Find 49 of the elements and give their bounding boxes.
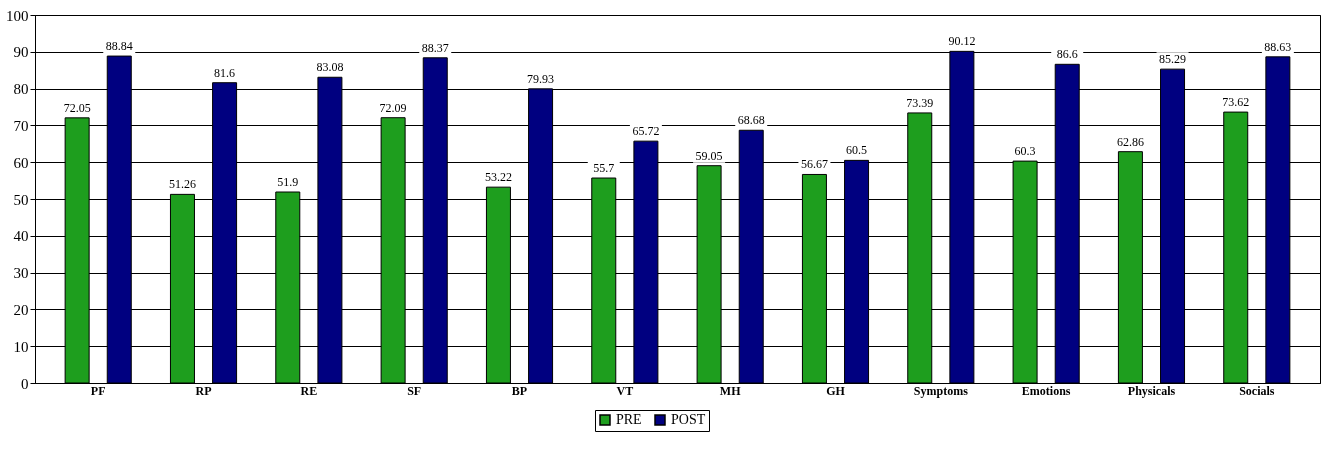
x-tick-label: GH <box>826 383 846 398</box>
y-tick-label: 30 <box>13 265 29 282</box>
data-label: 85.29 <box>1159 52 1187 67</box>
y-tick-label: 70 <box>13 117 29 134</box>
data-label: 81.6 <box>214 65 236 80</box>
x-tick-label: Emotions <box>1021 383 1071 398</box>
y-tick-label: 100 <box>6 7 29 24</box>
x-tick-label: SF <box>407 383 422 398</box>
y-tick-label: 40 <box>13 228 29 245</box>
x-tick-label: PF <box>90 383 106 398</box>
legend-label: POST <box>671 412 706 427</box>
data-label: 83.08 <box>316 60 344 75</box>
data-label: 65.72 <box>632 124 660 139</box>
data-label: 73.39 <box>906 95 934 110</box>
data-label: 73.62 <box>1222 95 1250 110</box>
data-label: 60.5 <box>846 143 868 158</box>
data-label: 72.09 <box>379 100 407 115</box>
y-tick-label: 80 <box>13 81 29 98</box>
data-label: 55.7 <box>593 161 615 176</box>
y-tick-label: 90 <box>13 44 29 61</box>
x-tick-label: MH <box>719 383 742 398</box>
data-label: 62.86 <box>1116 134 1144 149</box>
x-tick-label: RP <box>195 383 212 398</box>
data-label: 51.26 <box>168 177 196 192</box>
y-tick-label: 20 <box>13 301 29 318</box>
data-label: 56.67 <box>800 157 828 172</box>
data-label: 79.93 <box>527 71 555 86</box>
data-label: 60.3 <box>1014 144 1036 159</box>
legend-label: PRE <box>616 412 642 427</box>
x-tick-label: VT <box>616 383 634 398</box>
data-label: 88.37 <box>421 40 449 55</box>
data-label: 72.05 <box>63 100 91 115</box>
data-label: 59.05 <box>695 148 723 163</box>
data-label: 51.9 <box>277 175 299 190</box>
x-tick-label: Physicals <box>1127 383 1176 398</box>
data-label: 68.68 <box>737 113 765 128</box>
data-label: 88.63 <box>1264 39 1292 54</box>
y-tick-label: 50 <box>13 191 29 208</box>
y-tick-label: 10 <box>13 338 29 355</box>
x-tick-label: RE <box>300 383 318 398</box>
x-tick-label: Symptoms <box>913 383 969 398</box>
y-tick-label: 60 <box>13 154 29 171</box>
data-label: 53.22 <box>484 170 512 185</box>
data-label: 86.6 <box>1056 47 1078 62</box>
data-label: 90.12 <box>948 34 976 49</box>
x-tick-label: Socials <box>1239 383 1275 398</box>
y-tick-label: 0 <box>21 375 29 392</box>
x-tick-label: BP <box>511 383 528 398</box>
data-label: 88.84 <box>105 39 133 54</box>
